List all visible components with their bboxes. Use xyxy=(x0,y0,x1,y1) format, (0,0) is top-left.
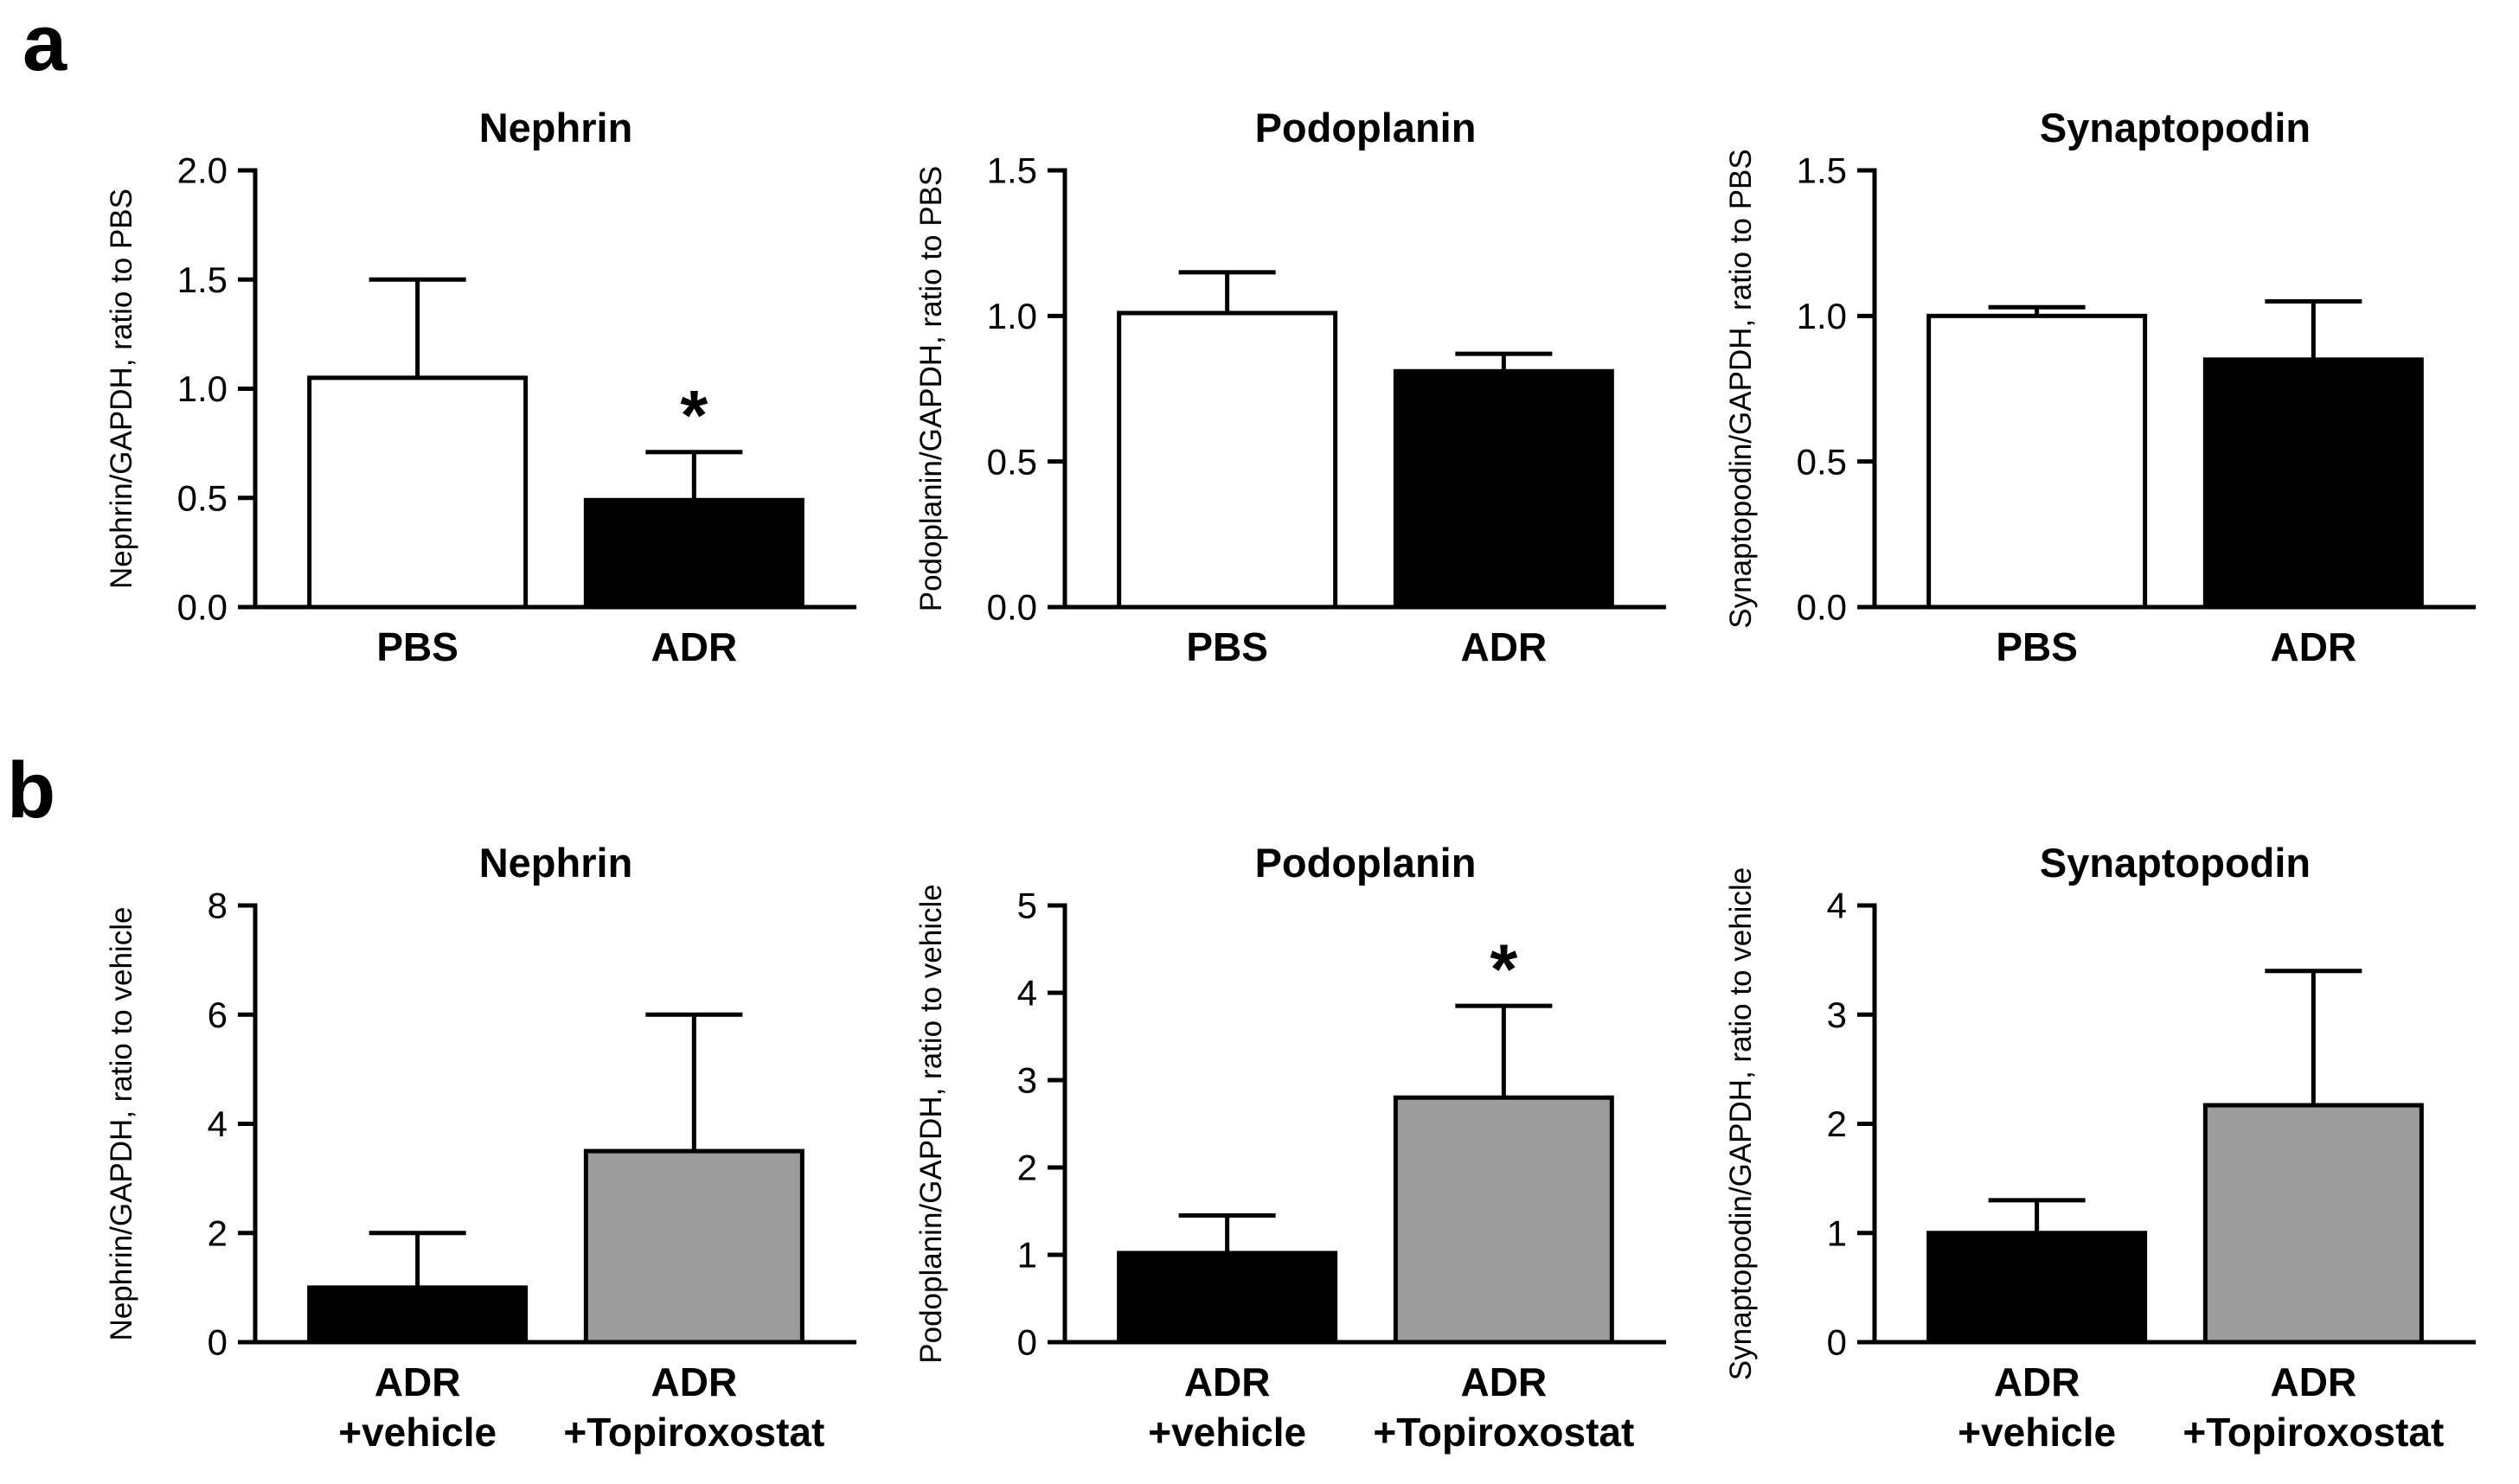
y-tick-label: 0.5 xyxy=(987,441,1037,482)
category-label: ADR xyxy=(1184,1359,1271,1404)
y-tick-label: 4 xyxy=(1827,886,1847,926)
y-tick-label: 0.0 xyxy=(1797,587,1847,628)
panel-a-chart-row: Nephrin Nephrin/GAPDH, ratio to PBS PBS * AD… xyxy=(95,97,2493,698)
panel-b-chart-row: Nephrin Nephrin/GAPDH, ratio to vehicle AD… xyxy=(95,832,2493,1481)
y-tick-label: 6 xyxy=(208,995,228,1035)
category-label: ADR xyxy=(1994,1359,2080,1404)
category-label: +Topiroxostat xyxy=(2182,1410,2444,1455)
y-tick-label: 0.0 xyxy=(987,587,1037,628)
y-tick-label: 0 xyxy=(208,1322,228,1363)
chart-synaptopodin-pbs-vs-adr: Synaptopodin Synaptopodin/GAPDH, ratio to… xyxy=(1715,97,2493,698)
category-label: ADR xyxy=(1461,1359,1548,1404)
category-label: ADR xyxy=(651,624,738,669)
chart-svg: Podoplanin Podoplanin/GAPDH, ratio to PBS… xyxy=(914,105,1666,669)
y-tick-label: 0 xyxy=(1827,1322,1847,1363)
bar-adr-+topiroxostat xyxy=(2202,1103,2424,1345)
chart-nephrin-vehicle-vs-topiroxostat: Nephrin Nephrin/GAPDH, ratio to vehicle AD… xyxy=(95,832,874,1481)
chart-svg: Nephrin Nephrin/GAPDH, ratio to vehicle AD… xyxy=(105,840,856,1455)
y-tick-label: 1 xyxy=(1827,1212,1847,1253)
y-axis-label: Podoplanin/GAPDH, ratio to PBS xyxy=(914,166,948,612)
y-axis-label: Nephrin/GAPDH, ratio to PBS xyxy=(105,189,138,589)
category-label: +Topiroxostat xyxy=(563,1410,824,1455)
y-tick-label: 3 xyxy=(1827,995,1847,1035)
chart-svg: Podoplanin Podoplanin/GAPDH, ratio to veh… xyxy=(914,840,1666,1455)
y-axis-label: Synaptopodin/GAPDH, ratio to vehicle xyxy=(1724,867,1758,1380)
y-tick-label: 2 xyxy=(1827,1103,1847,1144)
category-label: ADR xyxy=(651,1359,738,1404)
chart-title: Synaptopodin xyxy=(2040,105,2311,150)
y-tick-label: 0.0 xyxy=(177,587,228,628)
y-axis-label: Synaptopodin/GAPDH, ratio to PBS xyxy=(1724,149,1758,628)
bar-pbs xyxy=(1926,313,2148,610)
category-label: ADR xyxy=(2271,624,2357,669)
chart-svg: Synaptopodin Synaptopodin/GAPDH, ratio to… xyxy=(1724,840,2476,1455)
y-tick-label: 5 xyxy=(1017,886,1037,926)
y-tick-label: 2 xyxy=(208,1212,228,1253)
significance-marker: * xyxy=(1490,931,1517,1009)
bar-adr xyxy=(583,497,804,610)
chart-podoplanin-pbs-vs-adr: Podoplanin Podoplanin/GAPDH, ratio to PBS… xyxy=(905,97,1683,698)
y-tick-label: 8 xyxy=(208,886,228,926)
bar-adr-+vehicle xyxy=(307,1285,529,1345)
bar-adr-+topiroxostat xyxy=(583,1148,804,1345)
y-tick-label: 1 xyxy=(1017,1235,1037,1276)
y-tick-label: 1.5 xyxy=(987,150,1037,191)
y-tick-label: 1.5 xyxy=(1797,150,1847,191)
bar-pbs xyxy=(307,375,529,610)
y-tick-label: 4 xyxy=(1017,973,1037,1014)
chart-title: Nephrin xyxy=(479,840,633,886)
chart-title: Podoplanin xyxy=(1255,105,1477,150)
chart-nephrin-pbs-vs-adr: Nephrin Nephrin/GAPDH, ratio to PBS PBS * AD… xyxy=(95,97,874,698)
chart-svg: Nephrin Nephrin/GAPDH, ratio to PBS PBS * AD… xyxy=(105,105,856,669)
y-tick-label: 0.5 xyxy=(177,477,228,518)
y-tick-label: 2.0 xyxy=(177,150,228,191)
y-tick-label: 1.0 xyxy=(987,296,1037,336)
category-label: +vehicle xyxy=(338,1410,497,1455)
chart-synaptopodin-vehicle-vs-topiroxostat: Synaptopodin Synaptopodin/GAPDH, ratio to… xyxy=(1715,832,2493,1481)
y-tick-label: 4 xyxy=(208,1103,228,1144)
category-label: PBS xyxy=(1186,624,1268,669)
panel-label-a: a xyxy=(22,0,67,87)
y-axis-label: Nephrin/GAPDH, ratio to vehicle xyxy=(105,907,138,1341)
chart-title: Synaptopodin xyxy=(2040,840,2311,886)
y-tick-label: 1.0 xyxy=(1797,296,1847,336)
category-label: ADR xyxy=(2271,1359,2357,1404)
category-label: ADR xyxy=(1461,624,1548,669)
category-label: PBS xyxy=(376,624,458,669)
bar-pbs xyxy=(1117,310,1338,610)
category-label: PBS xyxy=(1996,624,2078,669)
y-tick-label: 0 xyxy=(1017,1322,1037,1363)
category-label: +vehicle xyxy=(1958,1410,2116,1455)
category-label: +Topiroxostat xyxy=(1373,1410,1634,1455)
bar-adr-+topiroxostat xyxy=(1393,1095,1614,1345)
chart-title: Nephrin xyxy=(479,105,633,150)
significance-marker: * xyxy=(680,377,708,456)
chart-title: Podoplanin xyxy=(1255,840,1477,886)
bar-adr-+vehicle xyxy=(1926,1231,2148,1345)
bar-adr xyxy=(2202,357,2424,610)
category-label: ADR xyxy=(375,1359,461,1404)
y-tick-label: 1.0 xyxy=(177,368,228,409)
bar-adr-+vehicle xyxy=(1117,1251,1338,1345)
y-axis-label: Podoplanin/GAPDH, ratio to vehicle xyxy=(914,884,948,1363)
y-tick-label: 3 xyxy=(1017,1060,1037,1101)
y-tick-label: 1.5 xyxy=(177,259,228,300)
y-tick-label: 0.5 xyxy=(1797,441,1847,482)
chart-podoplanin-vehicle-vs-topiroxostat: Podoplanin Podoplanin/GAPDH, ratio to veh… xyxy=(905,832,1683,1481)
y-tick-label: 2 xyxy=(1017,1148,1037,1188)
chart-svg: Synaptopodin Synaptopodin/GAPDH, ratio to… xyxy=(1724,105,2476,669)
bar-adr xyxy=(1393,368,1614,610)
panel-label-b: b xyxy=(7,746,56,835)
category-label: +vehicle xyxy=(1148,1410,1306,1455)
